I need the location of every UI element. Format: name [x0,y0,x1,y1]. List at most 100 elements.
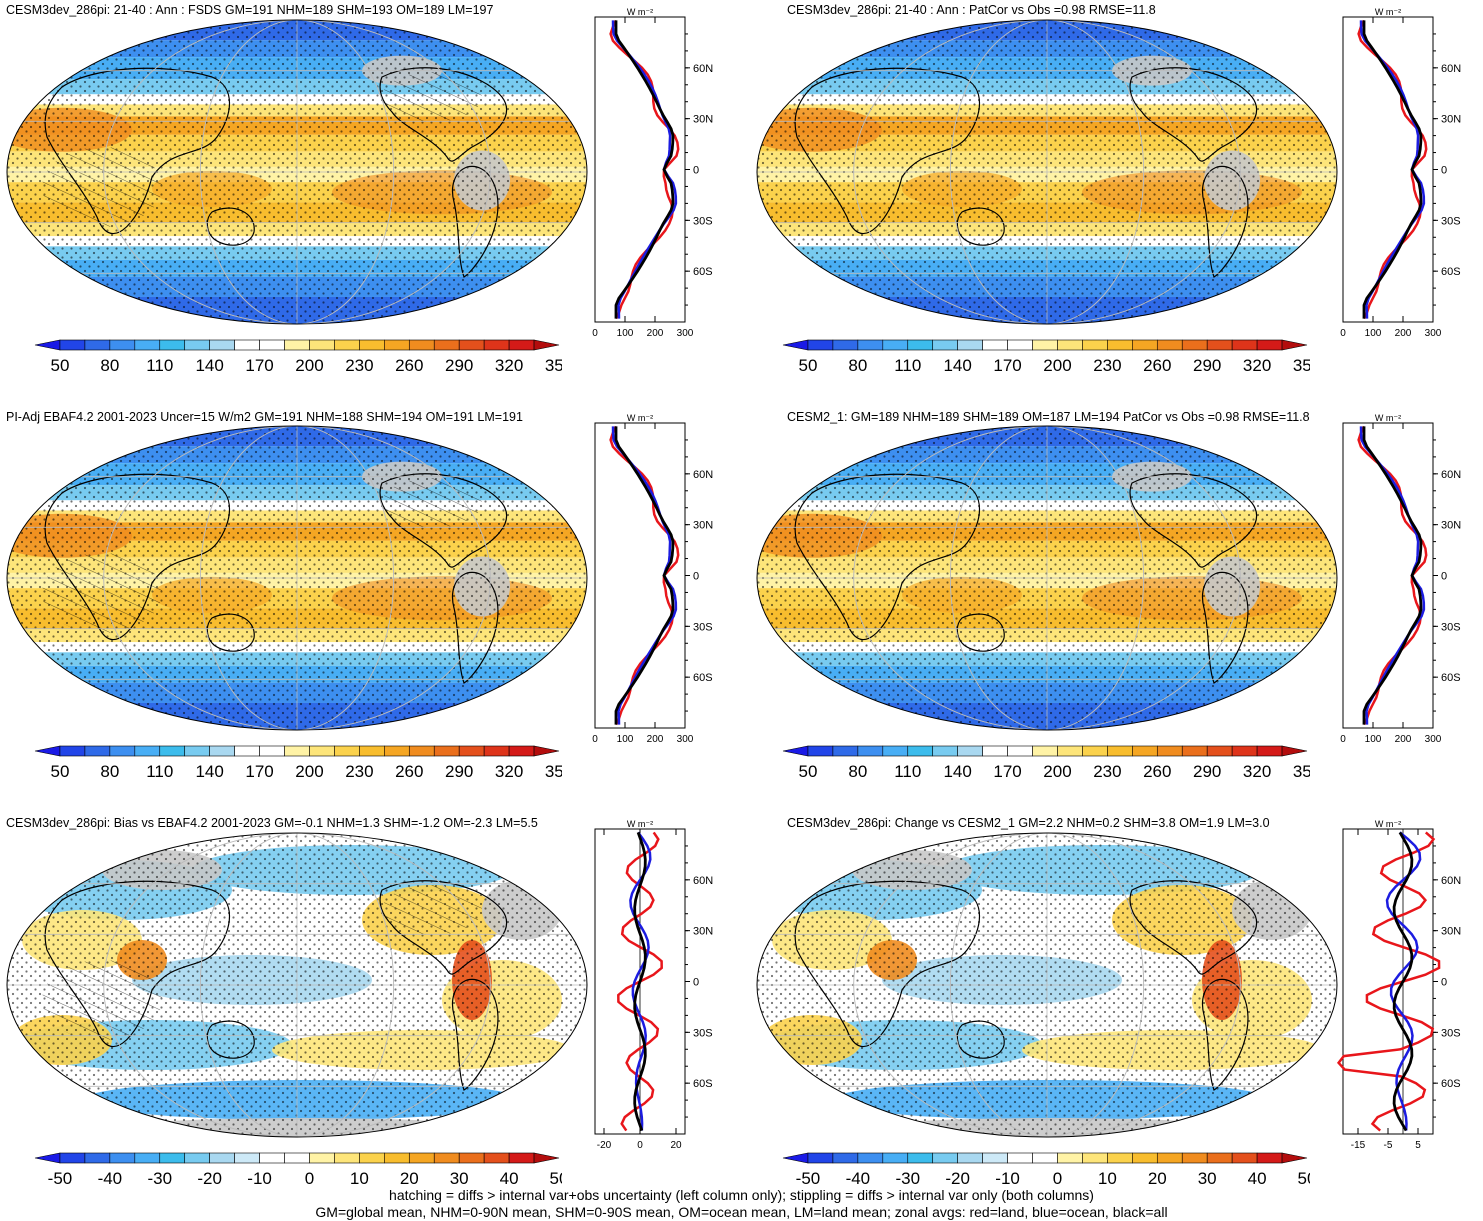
lat-tick-label: 30N [693,114,713,126]
zonal-mean-line-land [609,19,680,320]
lat-tick-label: 30S [1441,1027,1461,1039]
footnote-line-1: hatching = diffs > internal var+obs unce… [389,1187,1094,1203]
colorbar-tick-label: 140 [195,762,223,781]
colorbar-tick-label: -10 [995,1169,1020,1188]
colorbar-tick-label: 170 [993,356,1021,375]
colorbar-tick-label: 230 [1093,356,1121,375]
zonal-mean-line-land [1357,19,1428,320]
colorbar-tick-label: 320 [495,762,523,781]
zonal-mean-line-all [1392,831,1414,1132]
colorbar-tick-label: 200 [295,356,323,375]
unit-label: W m⁻² [1375,413,1401,423]
unit-label: W m⁻² [1375,7,1401,17]
zonal-mean-line-ocean [629,831,652,1131]
profile-x-tick-label: 0 [592,734,598,745]
unit-label: W m⁻² [1375,819,1401,829]
lat-tick-label: 60S [1441,1078,1461,1090]
colorbar-tick-label: 290 [1193,356,1221,375]
colorbar-tick-label: 140 [943,356,971,375]
profile-x-tick-label: 300 [677,734,694,745]
colorbar-tick-label: 320 [495,356,523,375]
profile-x-tick-label: 200 [1395,328,1412,339]
profile-x-tick-label: 100 [1365,734,1382,745]
colorbar-tick-label: 50 [798,356,817,375]
profile-x-tick-label: 20 [670,1140,682,1151]
zonal-mean-line-ocean [611,426,678,725]
profile-x-tick-label: -15 [1351,1140,1366,1151]
colorbar-tick-label: 20 [1148,1169,1167,1188]
zonal-mean-line-all [1362,426,1423,725]
panel-title: PI-Adj EBAF4.2 2001-2023 Uncer=15 W/m2 G… [6,410,523,424]
colorbar-tick-label: 260 [395,356,423,375]
lat-tick-label: 0 [1441,977,1447,989]
profile-x-tick-label: 200 [647,328,664,339]
zonal-mean-line-all [1362,20,1423,319]
colorbar-tick-label: 110 [146,762,173,781]
lat-tick-label: 60N [1441,875,1461,887]
colorbar-tick-label: 50 [50,762,69,781]
zonal-profile-4: W m⁻² 60N 30N 0 30S 60S 0 100 200 300 [1340,413,1461,745]
profile-x-tick-label: 300 [677,328,694,339]
colorbar-tick-label: 260 [1143,762,1171,781]
colorbar-tick-label: 140 [195,356,223,375]
colorbar-tick-label: -10 [247,1169,272,1188]
colorbar-tick-label: 170 [993,762,1021,781]
colorbar-tick-label: 350 [1293,356,1310,375]
profile-x-tick-label: -20 [597,1140,612,1151]
profile-x-tick-label: 300 [1425,328,1442,339]
unit-label: W m⁻² [627,413,653,423]
colorbar-tick-label: 50 [1298,1169,1310,1188]
profile-x-tick-label: 0 [1340,328,1346,339]
colorbar-1: 50 80 110 140 170 200 230 260 290 320 350 [34,339,562,375]
colorbar-tick-label: 230 [345,356,373,375]
colorbar-tick-label: 140 [943,762,971,781]
colorbar-tick-label: -20 [945,1169,970,1188]
lat-tick-label: 60N [1441,469,1461,481]
profile-x-tick-label: 200 [1395,734,1412,745]
panel-title: CESM2_1: GM=189 NHM=189 SHM=189 OM=187 L… [787,410,1310,424]
colorbar-tick-label: 200 [1043,762,1071,781]
zonal-profile-5: W m⁻² 60N 30N 0 30S 60S -20 0 20 [594,819,713,1151]
unit-label: W m⁻² [627,7,653,17]
panel-title: CESM3dev_286pi: Bias vs EBAF4.2 2001-202… [6,816,538,830]
zonal-mean-line-land [609,425,680,726]
colorbar-3: 50 80 110 140 170 200 230 260 290 320 350 [34,745,562,781]
profile-x-tick-label: 0 [592,328,598,339]
lat-tick-label: 60N [693,875,713,887]
panel-title: CESM3dev_286pi: Change vs CESM2_1 GM=2.2… [787,816,1270,830]
colorbar-tick-label: -30 [147,1169,172,1188]
zonal-profile-2: W m⁻² 60N 30N 0 30S 60S 0 100 200 300 [1340,7,1461,339]
colorbar-tick-label: -30 [895,1169,920,1188]
unit-label: W m⁻² [627,819,653,829]
colorbar-tick-label: 200 [1043,356,1071,375]
colorbar-tick-label: 50 [550,1169,562,1188]
zonal-mean-line-ocean [1385,831,1422,1131]
colorbar-tick-label: -50 [796,1169,821,1188]
colorbar-tick-label: 350 [545,762,562,781]
colorbar-tick-label: 80 [848,356,867,375]
colorbar-6: -50 -40 -30 -20 -10 0 10 20 30 40 50 [782,1152,1310,1188]
colorbar-tick-label: 290 [445,356,473,375]
colorbar-tick-label: -20 [197,1169,222,1188]
colorbar-2: 50 80 110 140 170 200 230 260 290 320 350 [782,339,1310,375]
colorbar-tick-label: 80 [848,762,867,781]
lat-tick-label: 60N [693,63,713,75]
colorbar-tick-label: 0 [305,1169,314,1188]
colorbar-tick-label: 110 [146,356,173,375]
colorbar-tick-label: 110 [894,762,921,781]
lat-tick-label: 30N [693,520,713,532]
zonal-mean-line-ocean [611,20,678,319]
profile-x-tick-label: 5 [1415,1140,1421,1151]
map-panel-1 [6,19,588,325]
zonal-profile-3: W m⁻² 60N 30N 0 30S 60S 0 100 200 300 [592,413,713,745]
colorbar-tick-label: 260 [395,762,423,781]
lat-tick-label: 30S [1441,215,1461,227]
lat-tick-label: 30S [693,621,713,633]
colorbar-tick-label: 10 [1098,1169,1117,1188]
colorbar-tick-label: 40 [500,1169,519,1188]
colorbar-tick-label: 50 [50,356,69,375]
colorbar-tick-label: 230 [1093,762,1121,781]
lat-tick-label: 60S [1441,672,1461,684]
lat-tick-label: 30S [1441,621,1461,633]
colorbar-tick-label: 30 [1198,1169,1217,1188]
